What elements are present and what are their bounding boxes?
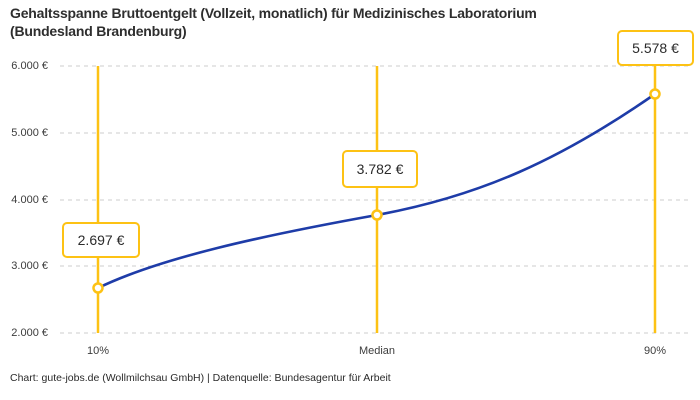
y-axis-tick-5000: 5.000 € xyxy=(11,127,48,139)
x-axis-tick-10: 10% xyxy=(86,345,110,357)
y-axis-tick-3000: 3.000 € xyxy=(11,260,48,272)
data-point-markers xyxy=(92,88,661,294)
data-point-10 xyxy=(92,282,104,294)
x-axis-tick-90: 90% xyxy=(643,345,667,357)
chart-source-note: Chart: gute-jobs.de (Wollmilchsau GmbH) … xyxy=(10,372,391,384)
y-axis-tick-4000: 4.000 € xyxy=(11,194,48,206)
chart-title-line2: (Bundesland Brandenburg) xyxy=(10,23,187,39)
value-label-box-median: 3.782 € xyxy=(342,150,418,188)
y-axis-tick-2000: 2.000 € xyxy=(11,327,48,339)
page-title: Gehaltsspanne Bruttoentgelt (Vollzeit, m… xyxy=(10,4,695,40)
chart-title-line1: Gehaltsspanne Bruttoentgelt (Vollzeit, m… xyxy=(10,5,537,21)
data-point-90 xyxy=(649,88,661,100)
value-label-box-90: 5.578 € xyxy=(617,30,694,66)
data-point-median xyxy=(371,209,383,221)
value-label-box-10: 2.697 € xyxy=(62,222,140,258)
x-axis-tick-median: Median xyxy=(358,345,396,357)
y-axis-tick-6000: 6.000 € xyxy=(11,60,48,72)
